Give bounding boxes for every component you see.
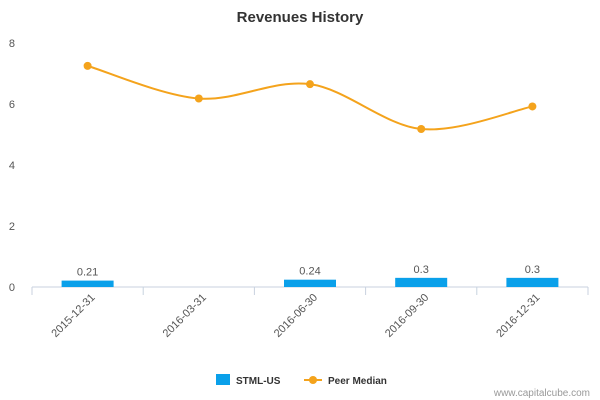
x-tick-label: 2016-09-30 bbox=[383, 292, 431, 340]
x-tick-label: 2015-12-31 bbox=[49, 292, 97, 340]
bar-data-label: 0.21 bbox=[77, 267, 98, 279]
chart-title: Revenues History bbox=[237, 9, 364, 26]
peer-median-point-3 bbox=[417, 125, 426, 134]
bar-data-label: 0.3 bbox=[525, 264, 540, 276]
y-tick-label: 8 bbox=[9, 38, 15, 50]
y-axis-ticks: 0 2 4 6 8 bbox=[9, 38, 15, 294]
x-tick-label: 2016-06-30 bbox=[272, 292, 320, 340]
legend-swatch-stml bbox=[216, 374, 230, 385]
bar-series bbox=[61, 277, 559, 287]
y-tick-label: 2 bbox=[9, 221, 15, 233]
x-tick-label: 2016-03-31 bbox=[161, 292, 209, 340]
y-tick-label: 6 bbox=[9, 99, 15, 111]
bar-data-labels: 0.21 0.24 0.3 0.3 bbox=[77, 264, 540, 279]
peer-median-point-1 bbox=[194, 94, 203, 103]
bar-4 bbox=[506, 277, 559, 287]
legend-label-stml: STML-US bbox=[236, 376, 281, 387]
peer-median-line bbox=[87, 64, 533, 131]
legend: STML-US Peer Median bbox=[216, 374, 387, 387]
bar-data-label: 0.3 bbox=[414, 264, 429, 276]
x-axis-ticks: 2015-12-31 2016-03-31 2016-06-30 2016-09-30… bbox=[31, 287, 589, 340]
legend-label-peer-median: Peer Median bbox=[328, 376, 387, 387]
legend-marker-peer-median bbox=[309, 376, 317, 384]
peer-median-point-2 bbox=[306, 80, 314, 89]
bar-2 bbox=[284, 279, 336, 287]
line-series bbox=[83, 61, 537, 134]
bar-3 bbox=[395, 277, 448, 287]
bar-0 bbox=[61, 280, 114, 287]
bar-data-label: 0.24 bbox=[299, 266, 320, 278]
peer-median-point-0 bbox=[83, 61, 92, 70]
y-tick-label: 0 bbox=[9, 282, 15, 294]
y-tick-label: 4 bbox=[9, 160, 15, 172]
x-tick-label: 2016-12-31 bbox=[494, 292, 542, 340]
peer-median-point-4 bbox=[528, 102, 537, 111]
watermark: www.capitalcube.com bbox=[493, 388, 590, 399]
